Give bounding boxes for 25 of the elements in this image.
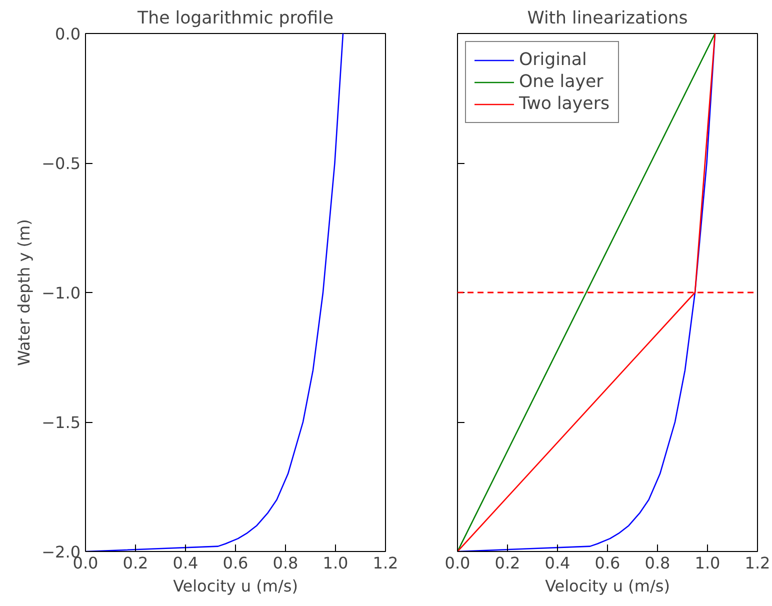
x-tick-label: 0.8 — [272, 554, 298, 572]
legend-label: One layer — [519, 72, 604, 92]
x-tick-label: 0.0 — [444, 554, 470, 572]
x-tick-label: 1.0 — [694, 554, 720, 572]
x-tick-label: 0.6 — [594, 554, 620, 572]
x-tick-label: 0.2 — [122, 554, 148, 572]
x-tick-label: 0.2 — [494, 554, 520, 572]
x-axis-title: Velocity u (m/s) — [173, 576, 298, 596]
x-tick-label: 0.4 — [172, 554, 198, 572]
chart-title: With linearizations — [527, 8, 688, 28]
y-axis-title: Water depth y (m) — [14, 219, 34, 366]
y-tick-label: −1.5 — [42, 413, 81, 432]
chart-title: The logarithmic profile — [136, 8, 334, 28]
x-axis-title: Velocity u (m/s) — [545, 576, 670, 596]
x-tick-label: 0.8 — [644, 554, 670, 572]
x-tick-label: 1.2 — [372, 554, 398, 572]
legend-label: Two layers — [519, 94, 610, 114]
x-tick-label: 1.2 — [744, 554, 770, 572]
y-tick-label: −1.0 — [42, 284, 81, 302]
x-tick-label: 1.0 — [322, 554, 348, 572]
y-tick-label: 0.0 — [55, 24, 81, 44]
y-tick-label: −0.5 — [42, 154, 81, 173]
x-tick-label: 0.4 — [544, 554, 570, 572]
legend-label: Original — [519, 50, 587, 70]
x-tick-label: 0.6 — [222, 554, 248, 572]
